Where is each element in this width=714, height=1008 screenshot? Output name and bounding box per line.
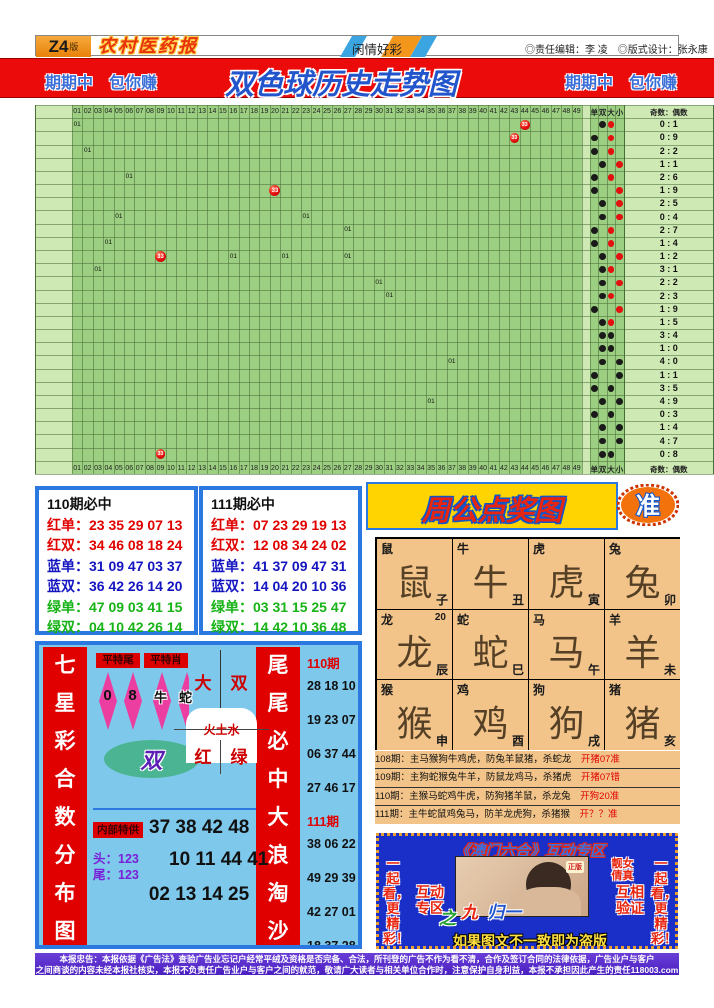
svg-text:准: 准: [636, 493, 660, 520]
